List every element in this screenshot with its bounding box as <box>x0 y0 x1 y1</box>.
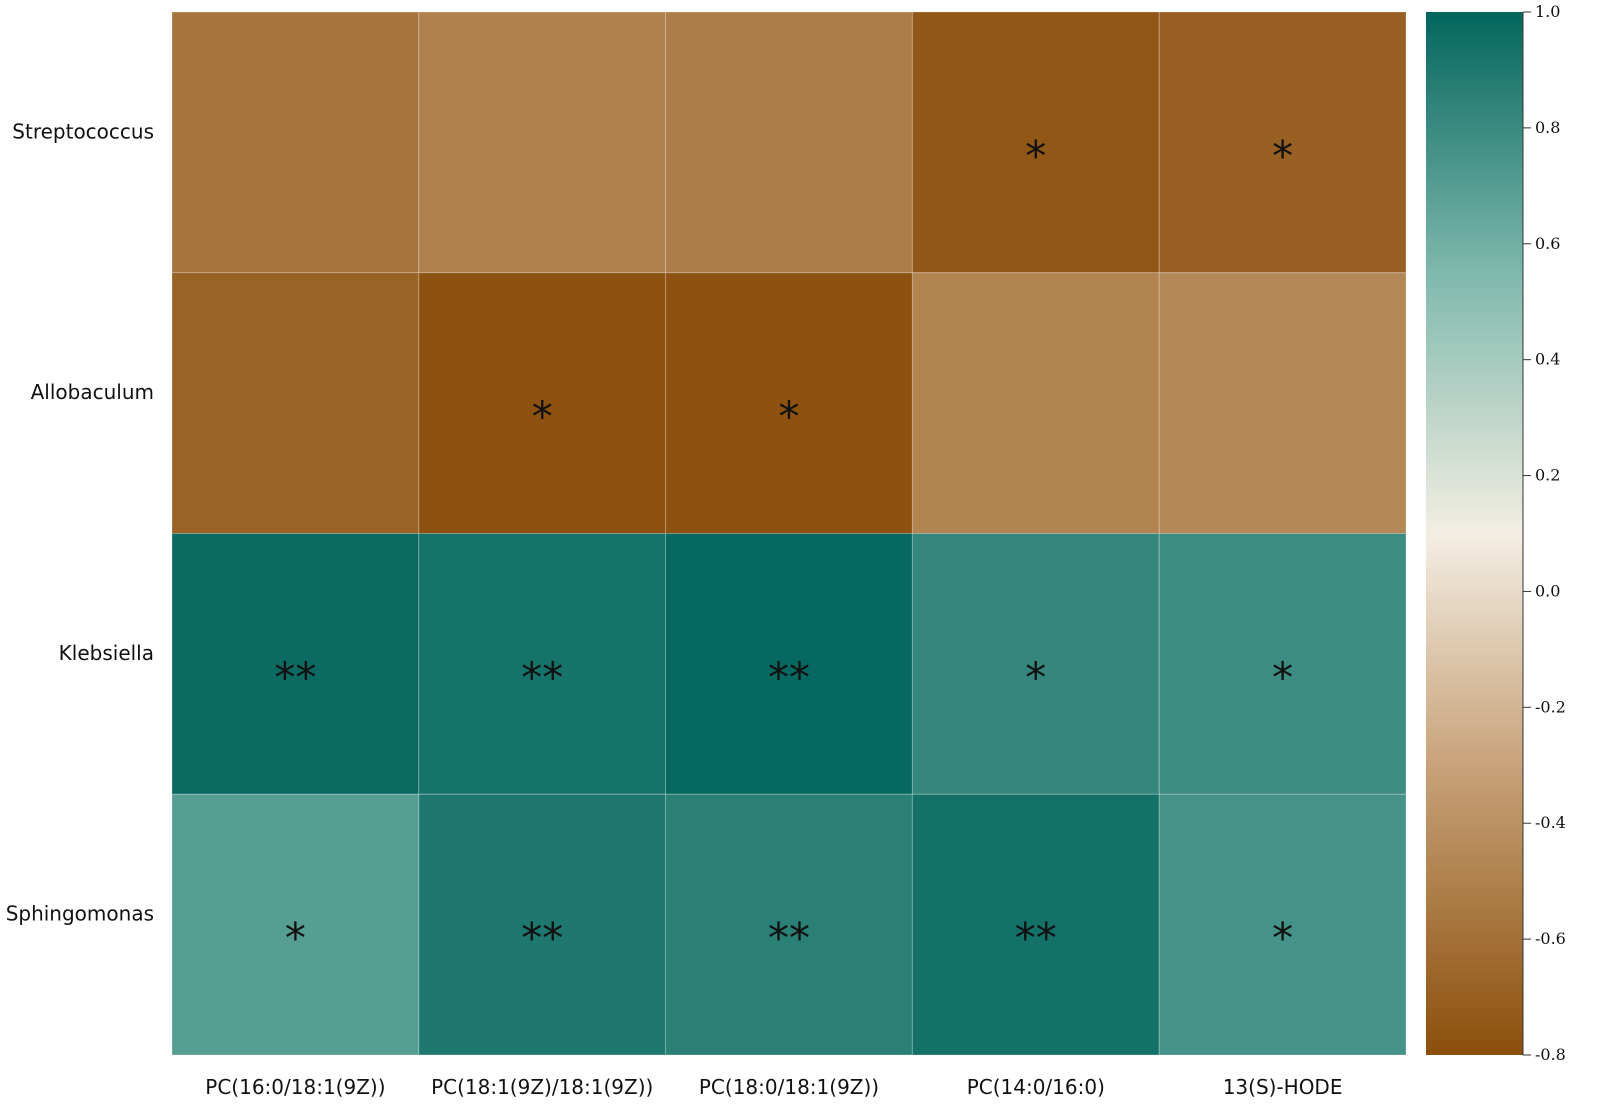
colorbar-gradient <box>1426 12 1523 1055</box>
heatmap-cells <box>171 11 1407 1056</box>
heatmap-cell-r3-c0 <box>171 793 420 1056</box>
heatmap-cell-r1-c0 <box>171 272 420 534</box>
significance-mark-r2-c4: * <box>1272 653 1293 702</box>
significance-mark-r3-c4: * <box>1272 914 1293 963</box>
heatmap-cell-r1-c2 <box>665 272 913 534</box>
heatmap-cell-r3-c3 <box>911 793 1160 1056</box>
heatmap-cell-r1-c1 <box>418 272 667 534</box>
heatmap-cell-r2-c1 <box>418 533 667 795</box>
significance-mark-r3-c0: * <box>285 914 306 963</box>
heatmap-cell-r0-c4 <box>1158 11 1407 274</box>
colorbar-tick-label-2: 0.6 <box>1535 234 1560 253</box>
heatmap-cell-r2-c2 <box>665 533 913 795</box>
significance-mark-r2-c3: * <box>1025 653 1046 702</box>
significance-annotations: * ** *** ** ** * ** ** ** ** * <box>274 131 1293 962</box>
colorbar-tick-label-4: 0.2 <box>1535 466 1560 485</box>
colorbar-tick-label-5: 0.0 <box>1535 581 1560 600</box>
significance-mark-r2-c2: ** <box>768 653 810 702</box>
colorbar-tick-label-0: 1.0 <box>1535 2 1560 21</box>
column-labels: PC(16:0/18:1(9Z)) PC(18:1(9Z)/18:1(9Z)) PC… <box>205 1075 1342 1099</box>
heatmap-cell-r3-c2 <box>665 793 913 1056</box>
heatmap-cell-r1-c3 <box>911 272 1160 534</box>
column-label-0: PC(16:0/18:1(9Z)) <box>205 1075 385 1099</box>
column-label-4: 13(S)-HODE <box>1223 1075 1343 1099</box>
heatmap-cell-r0-c0 <box>171 11 420 274</box>
significance-mark-r3-c1: ** <box>521 914 563 963</box>
row-label-1: Allobaculum <box>31 380 154 404</box>
colorbar: 1.0 0.8 0.6 0.4 0.2 0.0 -0.2 -0.4 -0.6 -0.8 <box>1426 2 1566 1064</box>
significance-mark-r3-c3: ** <box>1015 914 1057 963</box>
row-label-0: Streptococcus <box>12 119 154 143</box>
colorbar-tick-label-9: -0.8 <box>1535 1045 1566 1064</box>
significance-mark-r1-c2: * <box>779 392 800 441</box>
heatmap-cell-r0-c1 <box>418 11 667 274</box>
significance-mark-r3-c2: ** <box>768 914 810 963</box>
significance-mark-r1-c1: * <box>532 392 553 441</box>
colorbar-tick-label-7: -0.4 <box>1535 813 1566 832</box>
heatmap-cell-r3-c4 <box>1158 793 1407 1056</box>
significance-mark-r0-c4: * <box>1272 131 1293 180</box>
heatmap-cell-r0-c2 <box>665 11 913 274</box>
heatmap-cell-r2-c0 <box>171 533 420 795</box>
colorbar-tick-label-8: -0.6 <box>1535 929 1566 948</box>
significance-mark-r2-c0: ** <box>274 653 316 702</box>
row-label-2: Klebsiella <box>59 641 154 665</box>
column-label-2: PC(18:0/18:1(9Z)) <box>699 1075 879 1099</box>
heatmap-cell-r0-c3 <box>911 11 1160 274</box>
colorbar-tick-label-3: 0.4 <box>1535 350 1560 369</box>
heatmap-cell-r2-c3 <box>911 533 1160 795</box>
row-label-3: Sphingomonas <box>6 902 154 926</box>
significance-mark-r0-c3: * <box>1025 131 1046 180</box>
column-label-1: PC(18:1(9Z)/18:1(9Z)) <box>431 1075 653 1099</box>
column-label-3: PC(14:0/16:0) <box>967 1075 1105 1099</box>
row-labels: Streptococcus Allobaculum Klebsiella Sphing… <box>6 119 154 925</box>
colorbar-tick-label-6: -0.2 <box>1535 697 1566 716</box>
colorbar-tick-label-1: 0.8 <box>1535 118 1560 137</box>
heatmap-cell-r1-c4 <box>1158 272 1407 534</box>
significance-mark-r2-c1: ** <box>521 653 563 702</box>
